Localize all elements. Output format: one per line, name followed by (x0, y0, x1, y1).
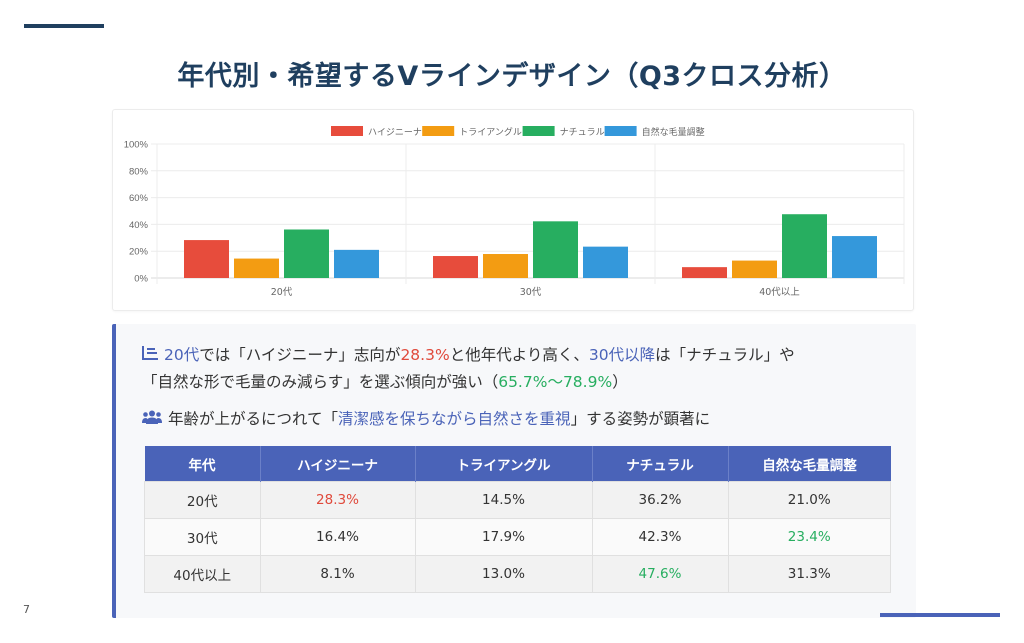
page-number: 7 (23, 603, 30, 616)
table-row: 20代 28.3% 14.5% 36.2% 21.0% (144, 481, 891, 519)
highlight-20s: 20代 (164, 346, 200, 364)
chart-card: 0% 20% 40% 60% 80% 100% 20代 30代 40代以上 ハイジニーナ トライアン… (112, 109, 914, 311)
bar-ナチュラル-20代 (284, 229, 329, 278)
legend-label: ナチュラル (560, 127, 605, 138)
insight-line-3: 年齢が上がるにつれて「清潔感を保ちながら自然さを重視」する姿勢が顕著に (142, 406, 710, 433)
table-cell: 42.3% (591, 518, 729, 556)
cross-table: 年代 ハイジニーナ トライアングル ナチュラル 自然な毛量調整 20代 28.3… (144, 446, 891, 593)
table-cell: 20代 (144, 481, 261, 519)
bar-chart: 0% 20% 40% 60% 80% 100% 20代 30代 40代以上 ハイジニーナ トライアン… (124, 126, 905, 298)
table-cell: 31.3% (727, 555, 891, 593)
table-row: 40代以上 8.1% 13.0% 47.6% 31.3% (144, 555, 891, 593)
list-icon (142, 342, 158, 369)
insight-text: 」する姿勢が顕著に (570, 410, 711, 428)
highlight-percent-red: 28.3% (400, 346, 450, 364)
table-cell: 17.9% (414, 518, 593, 556)
legend-swatch (422, 126, 455, 136)
bar-ナチュラル-30代 (533, 221, 578, 278)
bar-ハイジニーナ-30代 (433, 256, 478, 278)
table-cell: 30代 (144, 518, 261, 556)
insight-text: ） (612, 373, 628, 391)
table-header: ハイジニーナ (260, 446, 416, 482)
insight-text: 年齢が上がるにつれて「 (168, 410, 339, 428)
y-tick-label: 20% (129, 247, 149, 258)
table-cell: 28.3% (259, 481, 416, 519)
bar-自然な毛量調整-20代 (334, 249, 379, 278)
highlight-cleanliness: 清潔感を保ちながら自然さを重視 (338, 410, 571, 428)
legend-swatch (604, 126, 637, 136)
legend-swatch (522, 126, 555, 136)
legend-swatch (331, 126, 363, 136)
legend-label: トライアングル (459, 126, 522, 138)
x-tick-label: 30代 (520, 287, 542, 298)
table-cell: 16.4% (259, 518, 416, 556)
highlight-range-green: 65.7%〜78.9% (498, 373, 613, 391)
legend-label: ハイジニーナ (368, 127, 422, 138)
highlight-30s-plus: 30代以降 (588, 346, 656, 364)
bar-トライアングル-30代 (483, 254, 528, 278)
table-cell: 23.4% (727, 518, 891, 556)
bar-トライアングル-40代以上 (732, 260, 777, 278)
table-cell: 47.6% (591, 555, 729, 593)
table-header: 年代 (144, 446, 261, 482)
bar-ハイジニーナ-40代以上 (682, 267, 727, 278)
table-header-row: 年代 ハイジニーナ トライアングル ナチュラル 自然な毛量調整 (144, 446, 891, 482)
insight-text: は「ナチュラル」や (655, 346, 795, 364)
insight-text: では「ハイジニーナ」志向が (199, 346, 401, 364)
bar-トライアングル-20代 (234, 258, 279, 278)
table-row: 30代 16.4% 17.9% 42.3% 23.4% (144, 518, 891, 556)
table-cell: 40代以上 (144, 555, 261, 593)
insight-line-2: 「自然な形で毛量のみ減らす」を選ぶ傾向が強い（65.7%〜78.9%） (142, 369, 628, 396)
y-tick-label: 40% (129, 220, 149, 231)
legend-label: 自然な毛量調整 (642, 126, 705, 138)
x-tick-label: 40代以上 (759, 287, 800, 298)
table-cell: 36.2% (591, 481, 729, 519)
top-accent-bar (24, 24, 104, 28)
insight-text: と他年代より高く、 (449, 346, 589, 364)
bottom-accent-bar (880, 613, 1000, 617)
y-tick-label: 80% (129, 166, 149, 177)
table-cell: 21.0% (727, 481, 891, 519)
page-title: 年代別・希望するVラインデザイン（Q3クロス分析） (177, 61, 847, 92)
insight-text: 「自然な形で毛量のみ減らす」を選ぶ傾向が強い（ (142, 373, 499, 391)
table-cell: 8.1% (259, 555, 416, 593)
x-tick-label: 20代 (271, 287, 293, 298)
insight-line-1: 20代では「ハイジニーナ」志向が28.3%と他年代より高く、30代以降は「ナチュ… (142, 342, 795, 369)
table-header: ナチュラル (592, 446, 729, 482)
insight-panel: 20代では「ハイジニーナ」志向が28.3%と他年代より高く、30代以降は「ナチュ… (112, 324, 916, 618)
y-tick-label: 100% (124, 140, 149, 151)
bar-ハイジニーナ-20代 (184, 240, 229, 278)
table-cell: 13.0% (414, 555, 593, 593)
bar-自然な毛量調整-40代以上 (832, 236, 877, 278)
table-cell: 14.5% (414, 481, 593, 519)
bar-ナチュラル-40代以上 (782, 214, 827, 278)
y-tick-label: 60% (129, 193, 149, 204)
y-tick-label: 0% (134, 274, 148, 285)
table-header: トライアングル (415, 446, 593, 482)
table-header: 自然な毛量調整 (728, 446, 891, 482)
users-icon (142, 406, 162, 433)
bar-自然な毛量調整-30代 (583, 246, 628, 278)
